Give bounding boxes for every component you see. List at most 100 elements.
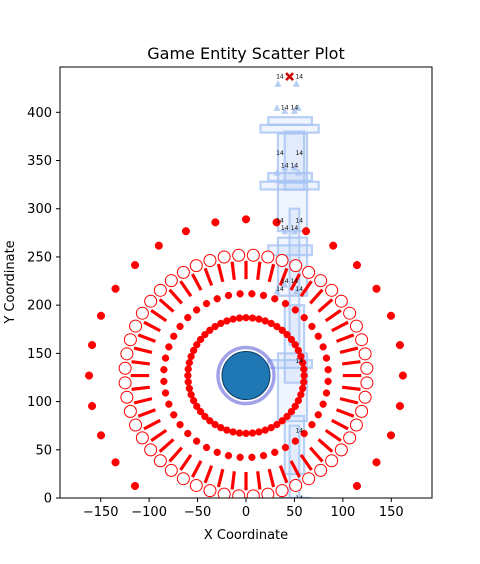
ring-point [271,448,279,456]
ring-point [259,291,268,300]
ring-point [281,443,290,452]
ring-hollow-point [334,294,348,308]
ring-spoke [324,309,342,323]
ring-point [213,448,221,456]
structure-marker [294,168,302,176]
y-tick-label: 0 [44,492,52,507]
ring-point [319,343,327,351]
ring-point [272,218,281,227]
y-tick-label: 50 [35,443,52,458]
ring-hollow-point [118,376,132,390]
structure-marker [294,103,302,111]
structure-marker [281,227,289,235]
ring-spoke [339,397,359,405]
ring-hollow-point [118,361,132,375]
ring-spoke [278,465,289,484]
entity-label: 14 [276,217,284,224]
ring-point [165,400,173,408]
ring-spoke [267,468,276,488]
ring-hollow-point [360,361,374,375]
ring-spoke [331,418,349,431]
ticks-layer: −150 −100 −50 0 50 100 150 0 50 100 150 200 250 300 35… [27,106,404,520]
ring-spoke [336,333,355,343]
ring-spoke [278,267,289,286]
ring-point [273,420,281,429]
structure-marker [292,79,300,87]
ring-hollow-point [176,472,190,486]
ring-spoke [216,263,225,283]
ring-hollow-point [355,404,369,418]
y-axis-label: Y Coordinate [3,240,18,324]
ring-spoke [230,261,236,281]
ring-point [299,384,307,393]
ring-hollow-point [164,463,178,477]
ring-point [308,322,316,331]
entity-label: 14 [291,225,299,232]
ring-point [395,401,404,411]
ring-point [88,401,97,411]
entity-label: 14 [281,104,289,111]
entity-label: 14 [295,428,303,435]
ring-point [386,311,396,320]
ring-point [308,421,316,429]
ring-point [242,429,250,438]
ring-spoke [341,385,361,391]
plot-area: 14141414141414141414141414141414141414 [85,72,407,502]
ring-point [281,299,290,308]
ring-hollow-point [153,283,167,297]
ring-point [300,378,308,386]
ring-spoke [203,267,214,286]
ring-hollow-point [289,478,303,492]
ring-point [184,313,192,322]
ring-hollow-point [314,463,328,477]
ring-hollow-point [232,248,246,262]
ring-point [160,366,168,374]
ring-point [300,313,308,322]
ring-point [291,437,299,445]
ring-point [291,402,299,410]
ring-point [236,453,244,461]
ring-hollow-point [135,431,149,445]
ring-point [287,407,296,416]
x-tick-label: 100 [330,505,355,520]
ring-point [96,431,106,440]
ring-spoke [341,360,361,366]
ring-point [223,426,231,434]
ring-point [372,284,381,293]
ring-hollow-point [349,319,363,333]
ring-point [302,227,311,236]
ring-point [297,391,305,399]
ring-hollow-point [120,390,134,404]
entity-label: 14 [295,495,303,502]
y-tick-label: 150 [27,347,52,362]
ring-spoke [309,446,324,463]
entity-label: 14 [295,358,303,365]
ring-point [235,314,244,322]
ring-hollow-point [355,333,369,347]
ring-hollow-point [189,259,203,273]
ring-point [130,261,140,270]
ring-spoke [137,408,156,418]
ring-hollow-point [314,274,328,288]
ring-hollow-point [129,418,143,432]
ring-point [236,290,244,298]
structure-marker [292,287,300,295]
ring-spoke [143,418,161,431]
ring-hollow-point [144,294,158,308]
structure-box [259,123,320,134]
ring-spoke [317,298,334,313]
ring-hollow-point [343,431,357,445]
entity-label: 14 [295,150,303,157]
x-tick-label: 150 [379,505,404,520]
ring-spoke [168,288,183,305]
chart-title: Game Entity Scatter Plot [147,44,344,63]
ring-hollow-point [120,347,134,361]
entity-label: 14 [276,74,284,81]
ring-point [170,332,178,340]
ring-spoke [133,397,153,405]
ring-point [314,411,322,419]
entity-label: 14 [291,278,299,285]
entity-label: 14 [291,104,299,111]
ring-spoke [289,460,301,478]
ring-spoke [203,465,214,484]
